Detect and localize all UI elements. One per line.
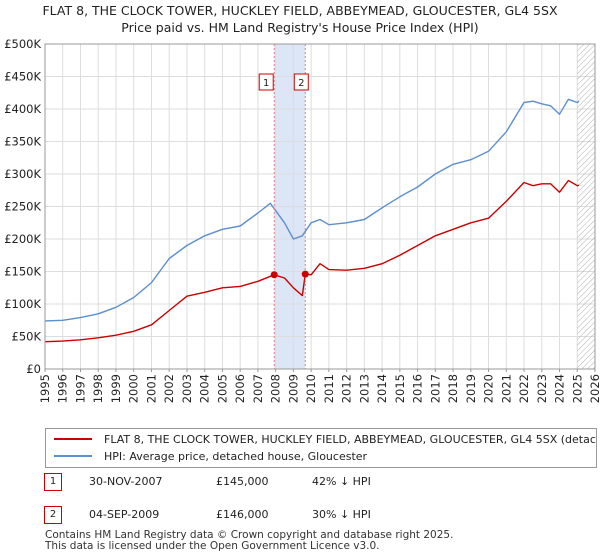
sale-price: £146,000 — [216, 508, 269, 521]
y-tick-label: £200K — [4, 232, 41, 246]
x-tick-label: 2019 — [464, 374, 478, 403]
x-tick-label: 1996 — [56, 374, 70, 403]
sale-date: 30-NOV-2007 — [89, 475, 163, 488]
y-tick-label: £0 — [26, 362, 41, 376]
y-tick-label: £500K — [4, 37, 41, 51]
future-hatch-region — [577, 44, 595, 369]
property-series-line — [44, 179, 580, 343]
x-tick-label: 2011 — [322, 374, 336, 403]
x-tick-label: 2006 — [233, 374, 247, 403]
chart-title: FLAT 8, THE CLOCK TOWER, HUCKLEY FIELD, … — [0, 2, 600, 36]
hpi-series-line — [44, 98, 580, 322]
x-tick-label: 2008 — [269, 374, 283, 403]
x-tick-label: 1998 — [91, 374, 105, 403]
legend-label-property: FLAT 8, THE CLOCK TOWER, HUCKLEY FIELD, … — [104, 432, 596, 446]
x-tick-label: 2001 — [144, 374, 158, 403]
sale-hpi-diff: 30% ↓ HPI — [312, 508, 371, 521]
x-tick-label: 2012 — [340, 374, 354, 403]
y-tick-label: £150K — [4, 265, 41, 279]
chart-title-line1: FLAT 8, THE CLOCK TOWER, HUCKLEY FIELD, … — [42, 3, 558, 18]
legend-item-property: FLAT 8, THE CLOCK TOWER, HUCKLEY FIELD, … — [54, 431, 596, 447]
sale-price: £145,000 — [216, 475, 269, 488]
legend-swatch-hpi — [54, 455, 92, 457]
sale-hpi-diff: 42% ↓ HPI — [312, 475, 371, 488]
sale-date: 04-SEP-2009 — [89, 508, 160, 521]
x-tick-label: 2016 — [411, 374, 425, 403]
sale-marker-box — [258, 73, 274, 91]
sale-point — [301, 270, 309, 278]
x-tick-label: 1997 — [73, 374, 87, 403]
x-tick-label: 2005 — [215, 374, 229, 403]
y-tick-label: £450K — [4, 70, 41, 84]
y-tick-label: £50K — [12, 330, 42, 344]
y-tick-label: £350K — [4, 135, 41, 149]
x-tick-label: 2020 — [482, 374, 496, 403]
x-tick-label: 2013 — [357, 374, 371, 403]
y-tick-label: £400K — [4, 102, 41, 116]
x-tick-label: 1999 — [109, 374, 123, 403]
sale-marker-box — [293, 73, 309, 91]
x-tick-label: 2024 — [553, 374, 567, 403]
x-tick-label: 2009 — [286, 374, 300, 403]
x-tick-label: 2015 — [393, 374, 407, 403]
y-tick-label: £100K — [4, 297, 41, 311]
legend-swatch-property — [54, 438, 92, 440]
sale-number-badge: 2 — [44, 506, 62, 524]
x-tick-label: 2003 — [180, 374, 194, 403]
plot-frame — [44, 43, 596, 370]
sale-marker-label: 2 — [298, 78, 304, 89]
x-tick-label: 2017 — [428, 374, 442, 403]
y-tick-label: £250K — [4, 200, 41, 214]
x-tick-label: 2000 — [127, 374, 141, 403]
footer-copyright: Contains HM Land Registry data © Crown c… — [45, 529, 454, 541]
x-tick-label: 2026 — [588, 374, 600, 403]
x-tick-label: 2002 — [162, 374, 176, 403]
x-tick-label: 2021 — [499, 374, 513, 403]
x-tick-label: 2010 — [304, 374, 318, 403]
x-tick-label: 2022 — [517, 374, 531, 403]
y-tick-label: £300K — [4, 167, 41, 181]
x-tick-label: 2025 — [570, 374, 584, 403]
footer-attribution: Contains HM Land Registry data © Crown c… — [45, 530, 453, 552]
x-tick-label: 2018 — [446, 374, 460, 403]
sale-point — [270, 271, 278, 279]
legend-item-hpi: HPI: Average price, detached house, Glou… — [54, 448, 367, 464]
x-tick-label: 2023 — [535, 374, 549, 403]
sale-marker-label: 1 — [263, 78, 269, 89]
x-tick-label: 2014 — [375, 374, 389, 403]
x-tick-label: 2007 — [251, 374, 265, 403]
x-tick-label: 2004 — [198, 374, 212, 403]
price-chart: £0 £50K £100K £150K £200K £250K £300K £350K £400… — [4, 37, 600, 403]
chart-legend: FLAT 8, THE CLOCK TOWER, HUCKLEY FIELD, … — [45, 428, 597, 468]
chart-subtitle: Price paid vs. HM Land Registry's House … — [121, 20, 479, 35]
x-tick-label: 1995 — [38, 374, 52, 403]
sale-number-badge: 1 — [44, 473, 62, 491]
footer-licence: This data is licensed under the Open Gov… — [45, 540, 380, 552]
legend-label-hpi: HPI: Average price, detached house, Glou… — [104, 449, 368, 463]
